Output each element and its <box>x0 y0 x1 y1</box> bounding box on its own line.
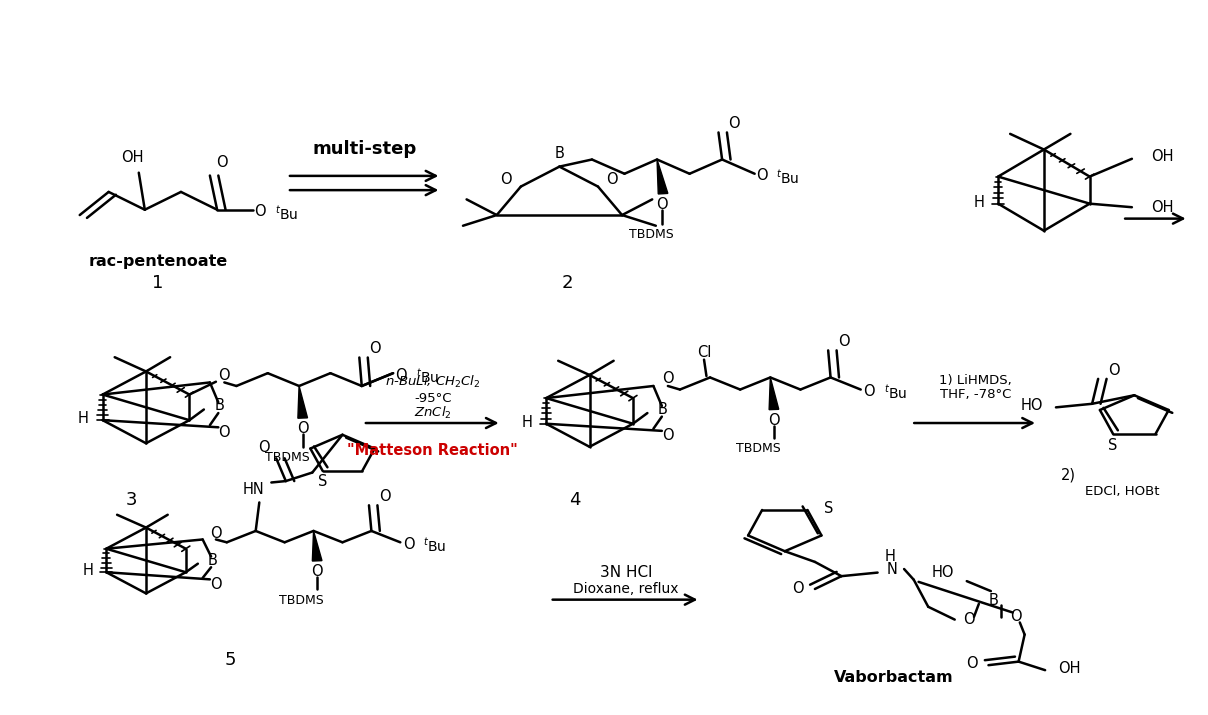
Text: O: O <box>1108 363 1120 378</box>
Text: rac-pentenoate: rac-pentenoate <box>88 254 227 269</box>
Text: O: O <box>395 368 407 383</box>
Text: HO: HO <box>931 565 954 580</box>
Text: Vaborbactam: Vaborbactam <box>834 671 953 686</box>
Text: O: O <box>379 488 390 503</box>
Text: 3N HCl: 3N HCl <box>599 565 652 580</box>
Text: O: O <box>768 413 779 428</box>
Text: ZnCl$_2$: ZnCl$_2$ <box>414 405 452 421</box>
Text: $^t$Bu: $^t$Bu <box>275 204 298 222</box>
Polygon shape <box>313 531 323 561</box>
Text: OH: OH <box>1151 149 1173 164</box>
Text: HN: HN <box>243 482 265 497</box>
Text: O: O <box>1010 609 1022 624</box>
Text: $^t$Bu: $^t$Bu <box>416 368 440 385</box>
Text: S: S <box>318 474 327 489</box>
Text: 5: 5 <box>225 651 236 669</box>
Text: O: O <box>756 169 767 183</box>
Text: 1: 1 <box>152 274 164 292</box>
Text: O: O <box>500 172 512 187</box>
Text: H: H <box>77 411 88 426</box>
Text: H: H <box>974 194 985 209</box>
Text: N: N <box>887 561 898 576</box>
Text: TBDMS: TBDMS <box>628 228 673 241</box>
Text: B: B <box>658 402 668 417</box>
Text: Dioxane, reflux: Dioxane, reflux <box>573 582 679 596</box>
Text: $^t$Bu: $^t$Bu <box>883 384 907 402</box>
Text: O: O <box>965 656 977 671</box>
Text: B: B <box>988 593 998 608</box>
Text: O: O <box>728 116 741 131</box>
Text: H: H <box>522 415 533 430</box>
Text: TBDMS: TBDMS <box>265 450 309 464</box>
Text: $^t$Bu: $^t$Bu <box>423 537 447 555</box>
Text: O: O <box>963 612 975 627</box>
Text: 2: 2 <box>562 274 574 292</box>
Text: O: O <box>255 204 266 220</box>
Text: 1) LiHMDS,: 1) LiHMDS, <box>939 374 1011 387</box>
Text: O: O <box>662 428 674 443</box>
Text: 3: 3 <box>126 491 138 509</box>
Text: B: B <box>208 553 217 568</box>
Polygon shape <box>657 159 668 194</box>
Text: S: S <box>824 501 834 516</box>
Text: O: O <box>838 334 849 349</box>
Text: TBDMS: TBDMS <box>279 593 324 606</box>
Text: O: O <box>792 581 803 596</box>
Text: O: O <box>297 421 308 436</box>
Text: OH: OH <box>122 149 144 164</box>
Text: multi-step: multi-step <box>312 140 417 158</box>
Text: 2): 2) <box>1061 468 1075 483</box>
Text: O: O <box>656 197 668 212</box>
Text: O: O <box>216 155 228 170</box>
Text: O: O <box>864 384 875 399</box>
Text: O: O <box>219 368 231 383</box>
Text: -95°C: -95°C <box>414 392 452 405</box>
Text: O: O <box>210 526 222 541</box>
Text: O: O <box>606 172 618 187</box>
Text: OH: OH <box>1058 661 1080 676</box>
Text: O: O <box>662 371 674 386</box>
Text: H: H <box>884 549 895 564</box>
Text: $^t$Bu: $^t$Bu <box>777 169 800 186</box>
Text: THF, -78°C: THF, -78°C <box>940 388 1011 401</box>
Text: HO: HO <box>1021 398 1043 413</box>
Text: OH: OH <box>1151 199 1173 214</box>
Text: TBDMS: TBDMS <box>736 442 780 455</box>
Text: O: O <box>370 341 381 356</box>
Polygon shape <box>769 378 779 410</box>
Text: B: B <box>554 147 564 162</box>
Text: "Matteson Reaction": "Matteson Reaction" <box>348 443 518 458</box>
Text: O: O <box>219 425 231 440</box>
Polygon shape <box>298 386 308 418</box>
Text: $n$-BuLi, CH$_2$Cl$_2$: $n$-BuLi, CH$_2$Cl$_2$ <box>385 375 481 390</box>
Text: 4: 4 <box>569 491 581 509</box>
Text: S: S <box>1109 438 1117 453</box>
Text: EDCl, HOBt: EDCl, HOBt <box>1085 485 1160 498</box>
Text: H: H <box>82 563 93 578</box>
Text: O: O <box>210 577 222 592</box>
Text: O: O <box>259 440 269 455</box>
Text: Cl: Cl <box>697 345 712 360</box>
Text: B: B <box>215 398 225 413</box>
Text: O: O <box>312 564 323 579</box>
Text: O: O <box>402 537 414 552</box>
